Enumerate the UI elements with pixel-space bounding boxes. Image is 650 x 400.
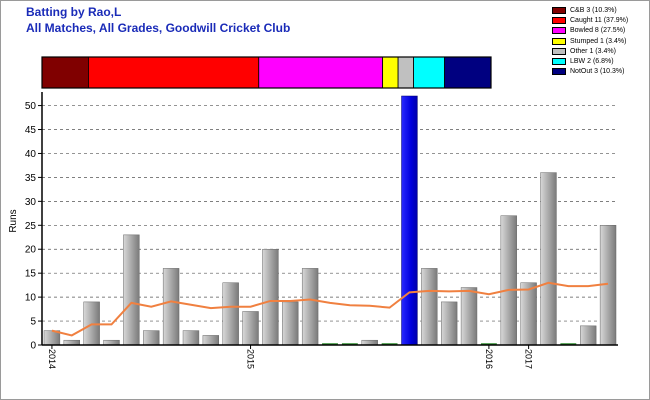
dismissal-segment — [397, 56, 414, 89]
legend-label: LBW 2 (6.8%) — [570, 58, 614, 65]
x-tick-label: 2017 — [524, 349, 534, 369]
legend-label: Caught 11 (37.9%) — [570, 17, 629, 25]
dismissal-segment — [382, 56, 399, 89]
x-tick-label: 2016 — [484, 349, 494, 369]
legend-swatch — [552, 58, 566, 65]
y-tick-label: 30 — [25, 197, 37, 208]
legend-label: Stumped 1 (3.4%) — [570, 37, 627, 45]
average-line — [51, 281, 609, 337]
dismissal-segment — [88, 56, 260, 89]
x-tick-label: 2014 — [47, 349, 57, 369]
legend-label: NotOut 3 (10.3%) — [570, 68, 625, 76]
chart-subtitle: All Matches, All Grades, Goodwill Cricke… — [26, 21, 291, 35]
y-tick-label: 40 — [25, 149, 37, 160]
bar — [540, 172, 557, 346]
bar — [500, 215, 517, 346]
legend-label: Bowled 8 (27.5%) — [570, 27, 626, 35]
y-tick-label: 25 — [25, 221, 37, 232]
legend-swatch — [552, 37, 566, 45]
legend-label: Other 1 (3.4%) — [570, 47, 616, 55]
bar — [143, 330, 160, 346]
dismissal-bar-outline — [41, 56, 492, 89]
bar — [520, 282, 537, 346]
y-tick-label: 45 — [25, 125, 37, 136]
bar — [440, 301, 458, 346]
bar — [182, 330, 200, 346]
dismissal-segment — [413, 56, 445, 89]
dismissal-segment — [444, 56, 492, 89]
bar — [162, 268, 180, 346]
legend-label: C&B 3 (10.3%) — [570, 7, 617, 14]
bar — [242, 311, 259, 346]
bar — [282, 301, 299, 346]
y-tick-label: 10 — [25, 293, 37, 304]
bar — [262, 248, 279, 346]
x-tick-label: 2015 — [246, 349, 256, 369]
y-tick-label: 15 — [25, 269, 37, 280]
bar — [401, 95, 418, 346]
bar — [580, 325, 597, 346]
legend-swatch — [552, 27, 566, 35]
dismissal-segment — [258, 56, 384, 89]
y-tick-label: 0 — [30, 341, 36, 352]
y-axis-label: Runs — [8, 209, 19, 232]
y-tick-label: 20 — [25, 245, 37, 256]
bar — [202, 335, 220, 346]
legend-swatch — [552, 68, 566, 76]
dismissal-segment — [41, 56, 89, 89]
bar — [421, 268, 438, 346]
chart-title: Batting by Rao,L — [26, 5, 122, 19]
legend-swatch — [552, 17, 566, 25]
y-tick-label: 35 — [25, 173, 37, 184]
y-tick-label: 5 — [30, 317, 36, 328]
bar — [222, 282, 239, 346]
bar — [460, 287, 478, 346]
legend-swatch — [552, 7, 566, 14]
legend-swatch — [552, 47, 566, 55]
bar — [301, 268, 319, 346]
y-tick-label: 50 — [25, 101, 37, 112]
bar — [123, 234, 140, 346]
